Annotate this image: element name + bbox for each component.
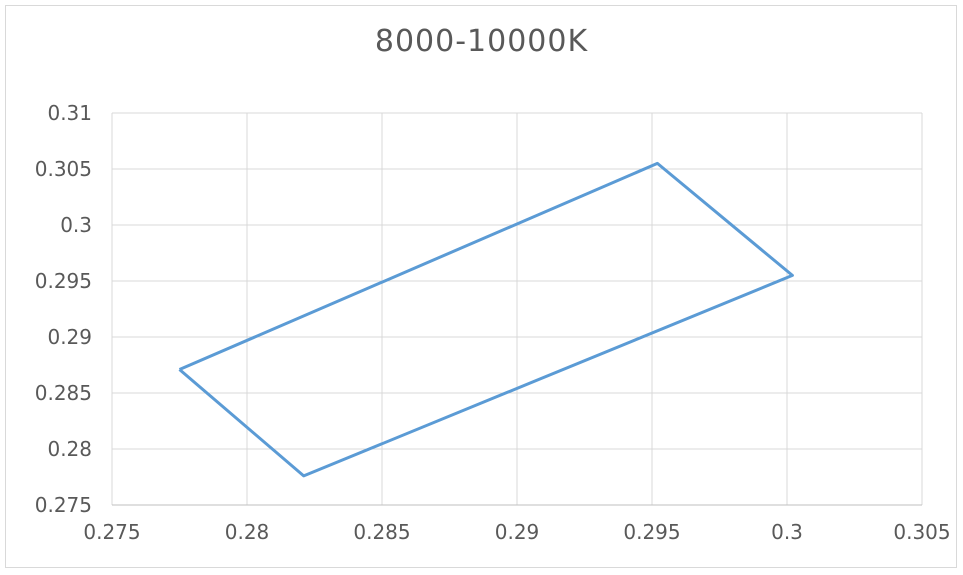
y-tick-label: 0.275 (35, 493, 92, 517)
y-tick-label: 0.31 (47, 101, 92, 125)
x-tick-label: 0.29 (495, 520, 540, 544)
y-tick-label: 0.29 (47, 325, 92, 349)
y-tick-label: 0.28 (47, 437, 92, 461)
x-tick-label: 0.305 (893, 520, 950, 544)
y-tick-label: 0.305 (35, 157, 92, 181)
x-tick-label: 0.275 (83, 520, 140, 544)
y-tick-label: 0.285 (35, 381, 92, 405)
chart-title: 8000-10000K (374, 24, 589, 59)
y-tick-label: 0.3 (60, 213, 92, 237)
series-line (178, 161, 794, 478)
chart-frame (5, 5, 957, 568)
x-tick-label: 0.295 (623, 520, 680, 544)
x-tick-label: 0.3 (771, 520, 803, 544)
x-tick-label: 0.28 (225, 520, 270, 544)
y-tick-label: 0.295 (35, 269, 92, 293)
x-tick-label: 0.285 (353, 520, 410, 544)
